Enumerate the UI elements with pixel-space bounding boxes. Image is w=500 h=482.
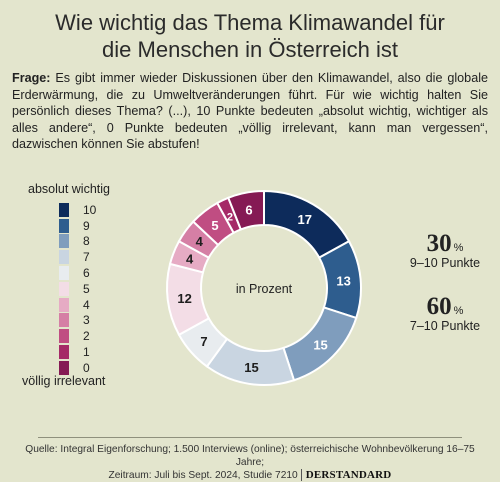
donut-slices — [166, 189, 362, 386]
slice-label-9: 13 — [336, 273, 350, 288]
slice-label-1: 2 — [227, 212, 233, 224]
stat-unit: % — [453, 242, 464, 254]
legend-label: 1 — [83, 345, 90, 360]
question-body: Es gibt immer wieder Diskussionen über d… — [12, 71, 488, 151]
slice-label-10: 17 — [297, 212, 311, 227]
slice-label-0: 6 — [245, 202, 252, 217]
legend-top-label: absolut wichtig — [28, 182, 110, 196]
legend-label: 3 — [83, 313, 90, 328]
legend-item: 10 — [59, 202, 96, 218]
slice-label-8: 15 — [313, 338, 327, 353]
legend-swatch — [59, 360, 69, 375]
legend-swatch — [59, 250, 69, 265]
legend-swatch — [59, 297, 69, 312]
title-line-2: die Menschen in Österreich ist — [102, 37, 398, 62]
legend-swatch — [59, 329, 69, 344]
slice-label-7: 15 — [244, 360, 258, 375]
legend-bottom-label: völlig irrelevant — [22, 374, 106, 388]
legend-item: 8 — [59, 234, 96, 250]
brand-logo: DERSTANDARD — [300, 469, 392, 481]
legend: 10 9 8 7 6 5 4 3 2 1 0 — [59, 202, 96, 376]
legend-swatch — [59, 281, 69, 296]
question-label: Frage: — [12, 71, 51, 85]
legend-swatch — [59, 266, 69, 281]
chart-title: Wie wichtig das Thema Klimawandel für di… — [0, 9, 500, 63]
slice-label-6: 7 — [200, 334, 207, 349]
legend-swatch — [59, 202, 69, 217]
source-line-1: Quelle: Integral Eigenforschung; 1.500 I… — [25, 444, 475, 468]
stat-value: 60 — [426, 293, 452, 320]
legend-item: 9 — [59, 218, 96, 234]
legend-item: 0 — [59, 360, 96, 376]
legend-item: 7 — [59, 249, 96, 265]
legend-swatch — [59, 218, 69, 233]
slice-label-5: 12 — [177, 291, 191, 306]
stat-unit: % — [453, 305, 464, 317]
legend-label: 10 — [83, 202, 97, 217]
legend-item: 5 — [59, 281, 96, 297]
source-note: Quelle: Integral Eigenforschung; 1.500 I… — [20, 443, 480, 482]
legend-label: 4 — [83, 297, 90, 312]
stat-value: 30 — [426, 230, 452, 257]
slice-label-3: 4 — [196, 234, 204, 249]
legend-item: 4 — [59, 297, 96, 313]
legend-item: 2 — [59, 328, 96, 344]
stat-top-two: 30% 9–10 Punkte — [400, 230, 490, 270]
slice-label-2: 5 — [211, 218, 218, 233]
legend-label: 0 — [83, 360, 90, 375]
legend-item: 1 — [59, 344, 96, 360]
legend-swatch — [59, 313, 69, 328]
legend-label: 6 — [83, 266, 90, 281]
legend-swatch — [59, 234, 69, 249]
question-text: Frage: Es gibt immer wieder Diskussionen… — [12, 70, 488, 153]
footer-divider — [38, 437, 462, 438]
legend-item: 6 — [59, 265, 96, 281]
legend-label: 2 — [83, 329, 90, 344]
center-label: in Prozent — [236, 282, 293, 296]
title-line-1: Wie wichtig das Thema Klimawandel für — [55, 10, 445, 35]
stat-top-four: 60% 7–10 Punkte — [400, 293, 490, 333]
stat-label: 7–10 Punkte — [409, 319, 481, 333]
legend-label: 8 — [83, 234, 90, 249]
legend-label: 7 — [83, 250, 90, 265]
legend-label: 5 — [83, 281, 90, 296]
slice-label-4: 4 — [186, 252, 194, 267]
legend-label: 9 — [83, 218, 90, 233]
legend-item: 3 — [59, 313, 96, 329]
legend-swatch — [59, 345, 69, 360]
donut-slice-0 — [226, 189, 265, 231]
source-line-2: Zeitraum: Juli bis Sept. 2024, Studie 72… — [108, 470, 298, 481]
stat-label: 9–10 Punkte — [409, 256, 481, 270]
